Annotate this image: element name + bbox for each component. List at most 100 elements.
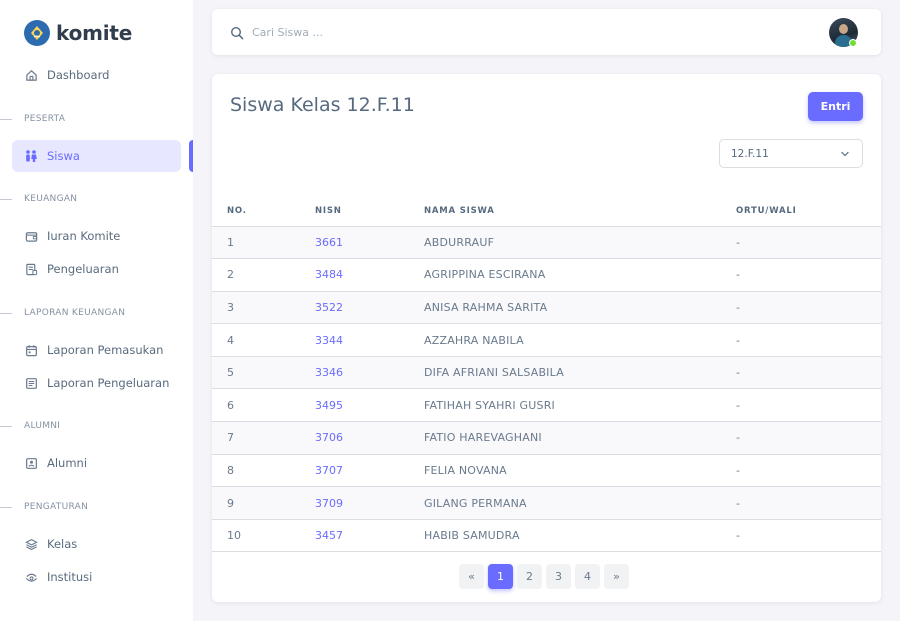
menu-section-pengaturan: PENGATURAN	[0, 500, 193, 514]
sidebar-item-dashboard[interactable]: Dashboard	[12, 59, 181, 91]
cell-ortu: -	[736, 519, 881, 553]
active-indicator	[189, 140, 193, 172]
table-row[interactable]: 3 3522 ANISA RAHMA SARITA -	[212, 291, 881, 325]
cell-nisn-link[interactable]: 3661	[315, 226, 424, 260]
document-list-icon	[24, 376, 38, 390]
contact-card-icon	[24, 456, 38, 470]
sidebar-item-label: Dashboard	[47, 68, 110, 82]
cell-ortu: -	[736, 421, 881, 455]
table-header-row: NO. NISN NAMA SISWA ORTU/WALI	[212, 197, 881, 227]
cell-ortu: -	[736, 486, 881, 520]
layers-icon	[24, 537, 38, 551]
sidebar-item-pengeluaran[interactable]: Pengeluaran	[12, 253, 181, 285]
table-row[interactable]: 10 3457 HABIB SAMUDRA -	[212, 519, 881, 553]
entri-button[interactable]: Entri	[808, 92, 863, 121]
table-row[interactable]: 9 3709 GILANG PERMANA -	[212, 486, 881, 520]
avatar-shirt	[835, 35, 852, 47]
sidebar-item-kelas[interactable]: Kelas	[12, 528, 181, 560]
table-row[interactable]: 8 3707 FELIA NOVANA -	[212, 454, 881, 488]
pagination-page-4[interactable]: 4	[575, 564, 600, 589]
sidebar-item-laporan-pengeluaran[interactable]: Laporan Pengeluaran	[12, 367, 181, 399]
sidebar-item-label: Iuran Komite	[47, 229, 121, 243]
menu-section-keuangan: KEUANGAN	[0, 192, 193, 206]
cell-nisn-link[interactable]: 3346	[315, 356, 424, 390]
home-icon	[24, 68, 38, 82]
cell-ortu: -	[736, 226, 881, 260]
students-table: NO. NISN NAMA SISWA ORTU/WALI 1 3661 ABD…	[212, 197, 881, 553]
column-header-no[interactable]: NO.	[212, 197, 315, 227]
sidebar-item-laporan-pemasukan[interactable]: Laporan Pemasukan	[12, 334, 181, 366]
table-row[interactable]: 1 3661 ABDURRAUF -	[212, 226, 881, 260]
sidebar-item-label: Siswa	[47, 149, 80, 163]
students-card: Siswa Kelas 12.F.11 Entri 12.F.11 NO. NI…	[212, 74, 881, 602]
table-row[interactable]: 4 3344 AZZAHRA NABILA -	[212, 323, 881, 357]
cell-nama: HABIB SAMUDRA	[424, 519, 736, 553]
cell-nama: FATIO HAREVAGHANI	[424, 421, 736, 455]
table-row[interactable]: 2 3484 AGRIPPINA ESCIRANA -	[212, 258, 881, 292]
column-header-nisn[interactable]: NISN	[315, 197, 424, 227]
column-header-ortu-wali[interactable]: ORTU/WALI	[736, 197, 881, 227]
avatar-face	[839, 24, 848, 34]
cell-no: 4	[212, 323, 315, 357]
sidebar-item-label: Kelas	[47, 537, 78, 551]
pagination-page-3[interactable]: 3	[546, 564, 571, 589]
sidebar-item-alumni[interactable]: Alumni	[12, 447, 181, 479]
pagination-page-2[interactable]: 2	[517, 564, 542, 589]
cell-nama: FATIHAH SYAHRI GUSRI	[424, 388, 736, 423]
table-row[interactable]: 7 3706 FATIO HAREVAGHANI -	[212, 421, 881, 455]
cell-no: 1	[212, 226, 315, 260]
cell-nama: DIFA AFRIANI SALSABILA	[424, 356, 736, 390]
calendar-icon	[24, 343, 38, 357]
cell-nisn-link[interactable]: 3344	[315, 323, 424, 357]
sidebar-item-label: Alumni	[47, 456, 88, 470]
pagination-prev-button[interactable]: «	[459, 564, 484, 589]
table-row[interactable]: 6 3495 FATIHAH SYAHRI GUSRI -	[212, 388, 881, 423]
brand-name: komite	[56, 21, 133, 45]
cell-nisn-link[interactable]: 3484	[315, 258, 424, 292]
cell-no: 10	[212, 519, 315, 553]
page-title: Siswa Kelas 12.F.11	[230, 94, 415, 116]
cell-ortu: -	[736, 388, 881, 423]
cell-ortu: -	[736, 454, 881, 488]
cell-ortu: -	[736, 291, 881, 325]
cell-nisn-link[interactable]: 3457	[315, 519, 424, 553]
sidebar-item-label: Laporan Pemasukan	[47, 343, 164, 357]
pagination: « 1 2 3 4 »	[459, 564, 629, 589]
cell-nisn-link[interactable]: 3495	[315, 388, 424, 423]
online-status-dot	[849, 39, 857, 47]
kelas-select[interactable]: 12.F.11	[719, 139, 863, 168]
pagination-next-button[interactable]: »	[604, 564, 629, 589]
cell-ortu: -	[736, 323, 881, 357]
table-row[interactable]: 5 3346 DIFA AFRIANI SALSABILA -	[212, 356, 881, 390]
cell-nama: AZZAHRA NABILA	[424, 323, 736, 357]
cell-nama: FELIA NOVANA	[424, 454, 736, 488]
tut-wuri-handayani-logo-icon	[24, 20, 50, 46]
search-input[interactable]	[252, 21, 652, 43]
pagination-page-1[interactable]: 1	[488, 564, 513, 589]
cell-ortu: -	[736, 356, 881, 390]
top-navbar	[212, 9, 881, 55]
cell-no: 8	[212, 454, 315, 488]
cell-nama: AGRIPPINA ESCIRANA	[424, 258, 736, 292]
cell-no: 9	[212, 486, 315, 520]
cell-nama: ABDURRAUF	[424, 226, 736, 260]
brand[interactable]: komite	[24, 18, 132, 48]
sidebar-item-institusi[interactable]: Institusi	[12, 561, 181, 593]
cell-nisn-link[interactable]: 3706	[315, 421, 424, 455]
cell-nisn-link[interactable]: 3707	[315, 454, 424, 488]
sidebar-item-siswa[interactable]: Siswa	[12, 140, 181, 172]
column-header-nama-siswa[interactable]: NAMA SISWA	[424, 197, 736, 227]
menu-section-laporan-keuangan: LAPORAN KEUANGAN	[0, 306, 193, 320]
cell-nama: ANISA RAHMA SARITA	[424, 291, 736, 325]
cell-nisn-link[interactable]: 3522	[315, 291, 424, 325]
cell-no: 7	[212, 421, 315, 455]
search-icon	[230, 25, 244, 40]
cell-nisn-link[interactable]: 3709	[315, 486, 424, 520]
kelas-select-value: 12.F.11	[731, 147, 769, 160]
cell-no: 2	[212, 258, 315, 292]
institution-icon	[24, 570, 38, 584]
sidebar-item-iuran-komite[interactable]: Iuran Komite	[12, 220, 181, 252]
cell-nama: GILANG PERMANA	[424, 486, 736, 520]
wallet-icon	[24, 229, 38, 243]
sidebar-item-label: Institusi	[47, 570, 93, 584]
